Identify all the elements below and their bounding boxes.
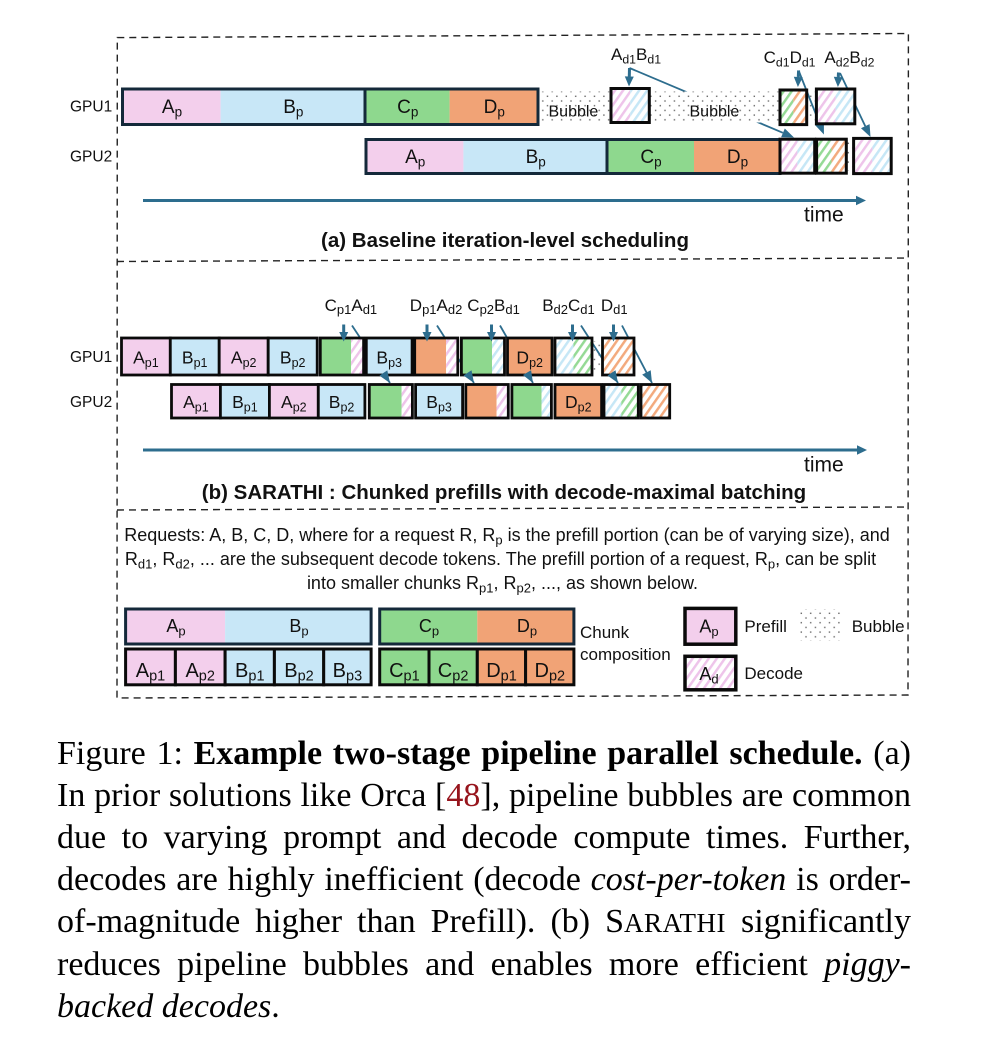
svg-text:Bubble: Bubble: [852, 617, 905, 636]
svg-text:Bubble: Bubble: [690, 104, 740, 121]
svg-text:Ap1: Ap1: [183, 392, 209, 415]
svg-text:Dp: Dp: [727, 147, 748, 170]
svg-text:Cp: Cp: [397, 97, 418, 120]
svg-text:Bp3: Bp3: [333, 660, 362, 685]
svg-text:Ap2: Ap2: [231, 347, 257, 370]
svg-text:Ap1: Ap1: [136, 660, 165, 685]
svg-text:Ap: Ap: [162, 97, 182, 120]
svg-text:composition: composition: [580, 645, 671, 664]
svg-text:Dp2: Dp2: [535, 660, 566, 685]
svg-text:Ap2: Ap2: [281, 392, 307, 415]
svg-text:Bp2: Bp2: [284, 660, 313, 685]
svg-text:Bp3: Bp3: [376, 347, 402, 370]
svg-text:Bp3: Bp3: [426, 392, 452, 415]
svg-text:Cp1Ad1: Cp1Ad1: [325, 296, 378, 317]
svg-text:Decode: Decode: [744, 664, 803, 683]
svg-text:GPU2: GPU2: [70, 394, 112, 411]
svg-text:(b) SARATHI : Chunked prefills: (b) SARATHI : Chunked prefills with deco…: [202, 481, 806, 504]
svg-text:Bubble: Bubble: [549, 104, 599, 121]
svg-text:Ap1: Ap1: [133, 347, 159, 370]
svg-text:Bp2: Bp2: [280, 347, 306, 370]
svg-text:Dp2: Dp2: [565, 392, 592, 415]
svg-text:Bp1: Bp1: [182, 347, 208, 370]
svg-text:Bp2: Bp2: [329, 392, 355, 415]
svg-text:Cp: Cp: [640, 147, 661, 170]
svg-text:Dp1: Dp1: [486, 660, 517, 685]
svg-text:Ad2Bd2: Ad2Bd2: [824, 48, 874, 70]
svg-text:Dp2: Dp2: [516, 347, 543, 370]
svg-text:time: time: [804, 454, 844, 477]
svg-text:Ap2: Ap2: [185, 660, 214, 685]
svg-text:Cp2: Cp2: [438, 660, 469, 685]
svg-text:Bp1: Bp1: [232, 392, 258, 415]
svg-text:Cp1: Cp1: [389, 660, 420, 685]
svg-text:Bd2Cd1: Bd2Cd1: [542, 296, 595, 317]
svg-text:GPU1: GPU1: [70, 349, 112, 366]
svg-text:Dd1: Dd1: [601, 296, 628, 317]
svg-text:time: time: [804, 204, 844, 227]
svg-text:Chunk: Chunk: [580, 623, 630, 642]
svg-text:Bp: Bp: [289, 616, 308, 639]
svg-text:Prefill: Prefill: [744, 617, 787, 636]
svg-text:Requests: A, B, C, D, where fo: Requests: A, B, C, D, where for a reques…: [124, 525, 890, 548]
svg-text:Dp: Dp: [517, 616, 537, 639]
svg-text:Dp: Dp: [484, 97, 505, 120]
svg-text:Ap: Ap: [166, 616, 185, 639]
svg-text:Bp: Bp: [526, 147, 546, 170]
svg-text:(a) Baseline iteration-level s: (a) Baseline iteration-level scheduling: [321, 229, 689, 252]
svg-text:Cp: Cp: [419, 616, 439, 639]
svg-text:Ap: Ap: [405, 147, 425, 170]
svg-text:GPU1: GPU1: [70, 99, 112, 116]
svg-text:Cd1Dd1: Cd1Dd1: [764, 48, 816, 70]
svg-text:Rd1, Rd2, ... are the subseque: Rd1, Rd2, ... are the subsequent decode …: [125, 549, 876, 572]
svg-text:GPU2: GPU2: [70, 149, 112, 166]
svg-text:Ad: Ad: [699, 664, 718, 687]
svg-text:Ad1Bd1: Ad1Bd1: [611, 45, 661, 67]
svg-text:Bp1: Bp1: [235, 660, 264, 685]
svg-text:Bp: Bp: [283, 97, 303, 120]
svg-text:Ap: Ap: [699, 616, 718, 639]
svg-text:into smaller chunks Rp1, Rp2,: into smaller chunks Rp1, Rp2, ..., as sh…: [307, 573, 698, 596]
svg-text:Cp2Bd1: Cp2Bd1: [467, 296, 520, 317]
svg-text:Dp1Ad2: Dp1Ad2: [410, 296, 463, 317]
